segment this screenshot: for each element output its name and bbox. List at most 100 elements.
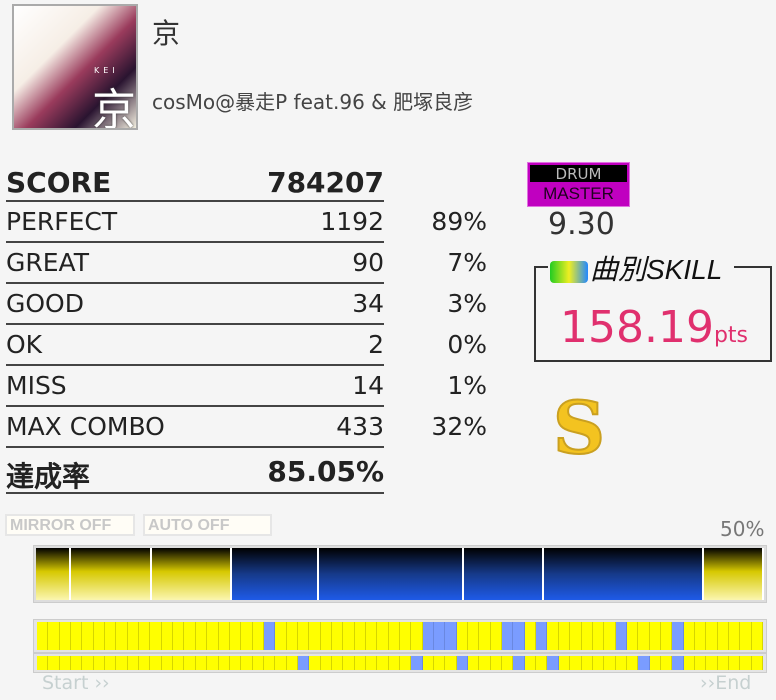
mirror-option: MIRROR OFF [5,514,135,536]
result-row: MISS 14 [6,365,384,407]
end-label: ››End [700,672,752,694]
lane-cell [320,622,332,650]
result-row: OK 2 [6,324,384,366]
result-percent: 89% [431,207,487,236]
skill-title-text: 曲別SKILL [590,254,723,285]
lane-cell [331,656,344,670]
result-row: GREAT 90 [6,242,384,284]
difficulty-level: 9.30 [548,207,615,242]
gauge-segment-yellow [152,548,232,600]
lane-cell [127,622,140,650]
start-label: Start ›› [42,672,110,694]
lane-cell [48,622,60,650]
lane-cell [377,622,389,650]
skill-value: 158.19pts [560,302,748,353]
lane-cell [502,656,514,670]
lane-cell [660,656,673,670]
lane-cell [161,622,174,650]
lane-cell [706,656,718,670]
lane-cell [626,656,639,670]
lane-cell [558,622,571,650]
song-title: 京 [152,17,181,50]
lane-cell [354,622,366,650]
lane-cell [93,622,106,650]
score-value: 784207 [267,166,384,199]
lane-cell [502,622,514,650]
lane-cell [604,656,616,670]
gauge-segment-blue [232,548,319,600]
lane-cell [626,622,639,650]
lane-cell [717,622,729,650]
achievement-row: 達成率 85.05% [6,449,384,493]
result-row: PERFECT 1192 [6,201,384,243]
lane-cell [422,622,435,650]
lane-cell [105,622,117,650]
lane-cell [173,622,185,650]
lane-cell [388,622,400,650]
lane-cell [252,656,264,670]
lane-cell [479,622,491,650]
lane-cell [161,656,174,670]
gauge-segment-yellow [71,548,152,600]
lane-cell [59,622,72,650]
auto-option: AUTO OFF [143,514,272,536]
result-value: 1192 [320,207,384,236]
divider [6,492,384,494]
lane-cell [672,656,684,670]
lane-cell [93,656,106,670]
lane-cell [82,622,94,650]
lane-cell [592,656,605,670]
lane-cell [434,656,446,670]
lane-cell [343,656,355,670]
lane-cell [694,656,707,670]
lane-cell [524,622,537,650]
result-percent: 7% [447,248,487,277]
lane-cell [456,622,469,650]
lane-cell [728,622,741,650]
result-value: 433 [336,412,384,441]
lane-cell [173,656,185,670]
lane-cell [184,622,196,650]
result-value: 90 [352,248,384,277]
lane-cell [286,656,298,670]
lane-cell [751,656,763,670]
lane-cell [252,622,264,650]
lane-cell [411,622,423,650]
gauge-segment-blue [544,548,704,600]
gauge-segment-yellow [36,548,71,600]
lane-cell [71,656,83,670]
lane-cell [354,656,366,670]
lane-cell [490,622,503,650]
achievement-label: 達成率 [6,460,91,493]
lane-cell [615,656,627,670]
lane-cell [400,622,412,650]
instrument-label: DRUM [530,165,627,183]
result-percent: 0% [447,330,487,359]
lane-cell [558,656,571,670]
lane-cell [581,656,593,670]
lane-cell [309,656,321,670]
lane-cell [297,622,310,650]
gauge-graph [33,545,767,603]
lane-cell [411,656,423,670]
lane-cell [365,656,378,670]
result-percent: 1% [447,371,487,400]
lane-cell [479,656,491,670]
result-label: PERFECT [6,207,118,236]
result-label: MAX COMBO [6,412,165,441]
lane-cell [195,622,208,650]
lane-cell [229,656,242,670]
difficulty-name: MASTER [543,184,614,203]
gauge-segment-blue [464,548,544,600]
lane-cell [320,656,332,670]
lane-cell [150,656,162,670]
lane-cell [139,622,151,650]
lane-cell [649,656,661,670]
jacket-subtext: KEI [94,66,119,75]
skill-title: 曲別SKILL [550,248,722,288]
lane-cell [139,656,151,670]
lane-cell [683,656,695,670]
lane-cell [59,656,72,670]
lane-cell [468,656,480,670]
lane-cell [331,622,344,650]
